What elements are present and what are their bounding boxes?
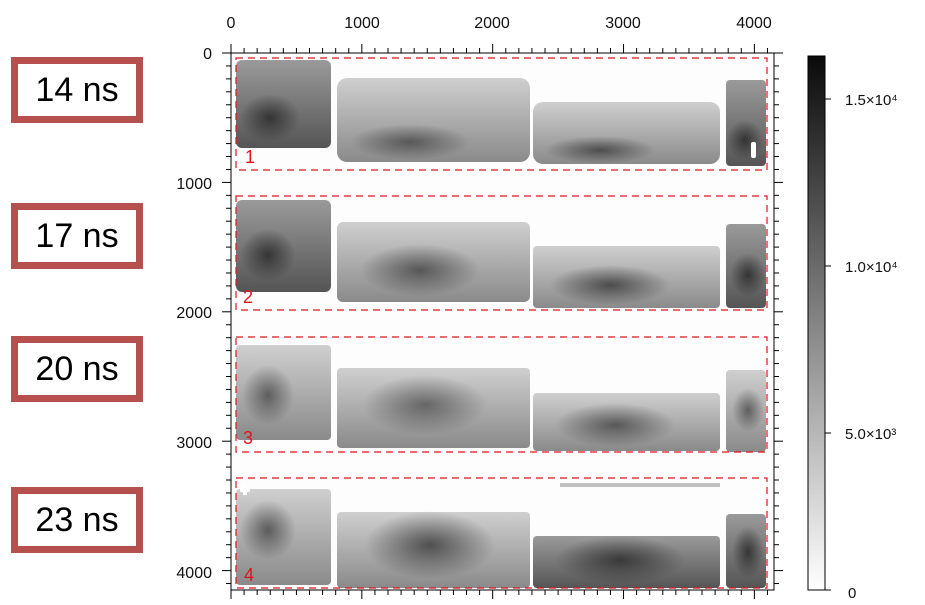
frame-number-2: 2: [243, 287, 253, 307]
colorbar-label-0: 0: [848, 585, 856, 602]
frame-outlines: [235, 57, 768, 589]
frame-outline-3: [235, 336, 768, 453]
frame-outline-2: [235, 195, 768, 311]
y-tick-label-0: 0: [203, 46, 212, 63]
colorbar-label-15000: 1.5×10⁴: [845, 92, 898, 109]
frame-3-image: [236, 345, 766, 452]
time-label-23ns: 23 ns: [11, 487, 143, 553]
plot-border: [230, 52, 775, 591]
colorbar: 1.5×10⁴ 1.0×10⁴ 5.0×10³ 0: [807, 55, 898, 602]
time-label-20ns: 20 ns: [11, 336, 143, 402]
frame-number-4: 4: [244, 565, 254, 585]
colorbar-label-5000: 5.0×10³: [845, 426, 896, 443]
colorbar-label-10000: 1.0×10⁴: [845, 259, 898, 276]
colorbar-gradient: [807, 55, 826, 591]
time-label-14ns: 14 ns: [11, 57, 143, 123]
frame-outline-1: [235, 57, 768, 171]
frame-number-1: 1: [245, 147, 255, 167]
frame-number-3: 3: [243, 428, 253, 448]
time-label-text: 17 ns: [35, 216, 119, 255]
x-tick-label-2000: 2000: [474, 15, 510, 32]
x-tick-label-1000: 1000: [344, 15, 380, 32]
frame-2-image: [236, 200, 766, 308]
y-tick-label-1000: 1000: [176, 176, 212, 193]
time-label-text: 20 ns: [35, 349, 119, 388]
y-tick-label-3000: 3000: [176, 435, 212, 452]
x-tick-label-4000: 4000: [736, 15, 772, 32]
frame-4-image: [236, 483, 766, 588]
time-label-text: 23 ns: [35, 500, 119, 539]
axis-ticks: [222, 44, 783, 599]
time-label-17ns: 17 ns: [11, 203, 143, 269]
frame-outline-4: [235, 477, 768, 589]
frame-1-image: [236, 60, 766, 166]
time-label-text: 14 ns: [35, 70, 119, 109]
x-tick-label-3000: 3000: [605, 15, 641, 32]
x-tick-label-0: 0: [227, 15, 236, 32]
y-tick-label-2000: 2000: [176, 305, 212, 322]
y-tick-label-4000: 4000: [176, 565, 212, 582]
